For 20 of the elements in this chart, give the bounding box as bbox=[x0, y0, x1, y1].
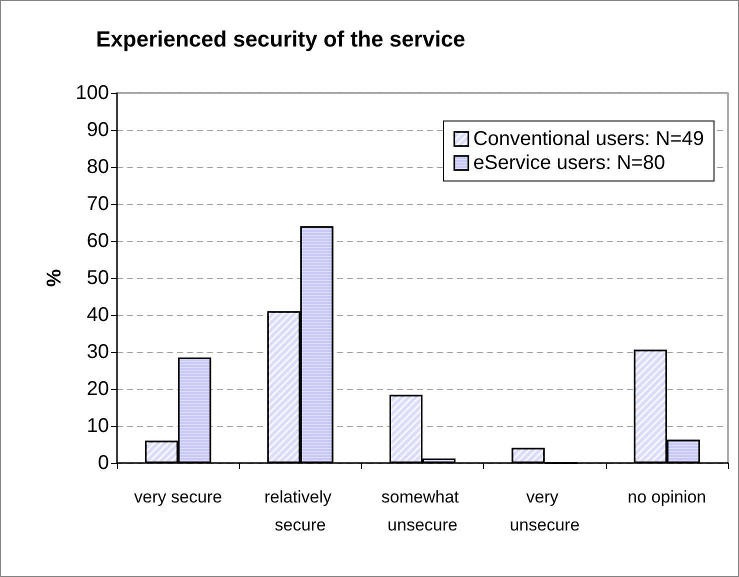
x-tick-label: very secure bbox=[134, 488, 222, 506]
y-tick-label: 0 bbox=[98, 452, 109, 474]
legend-label: Conventional users: N=49 bbox=[473, 128, 704, 150]
chart-title: Experienced security of the service bbox=[96, 26, 466, 52]
y-tick-label: 40 bbox=[86, 304, 109, 326]
y-tick-label: 100 bbox=[76, 82, 109, 104]
x-tick-label: very unsecure bbox=[510, 488, 580, 534]
y-tick-label: 30 bbox=[86, 341, 109, 363]
legend-label: eService users: N=80 bbox=[473, 152, 666, 174]
y-tick-label: 90 bbox=[86, 119, 109, 141]
y-tick-label: 80 bbox=[86, 156, 109, 178]
y-tick-label: 50 bbox=[86, 267, 109, 289]
y-tick-label: 70 bbox=[86, 193, 109, 215]
y-axis-title: % bbox=[44, 268, 66, 287]
y-tick-label: 20 bbox=[86, 378, 109, 400]
x-tick-label: relatively secure bbox=[264, 488, 336, 534]
y-tick-label: 10 bbox=[86, 415, 109, 437]
x-tick-label: somewhat unsecure bbox=[381, 488, 464, 534]
x-tick-label: no opinion bbox=[628, 488, 706, 506]
y-tick-label: 60 bbox=[86, 230, 109, 252]
